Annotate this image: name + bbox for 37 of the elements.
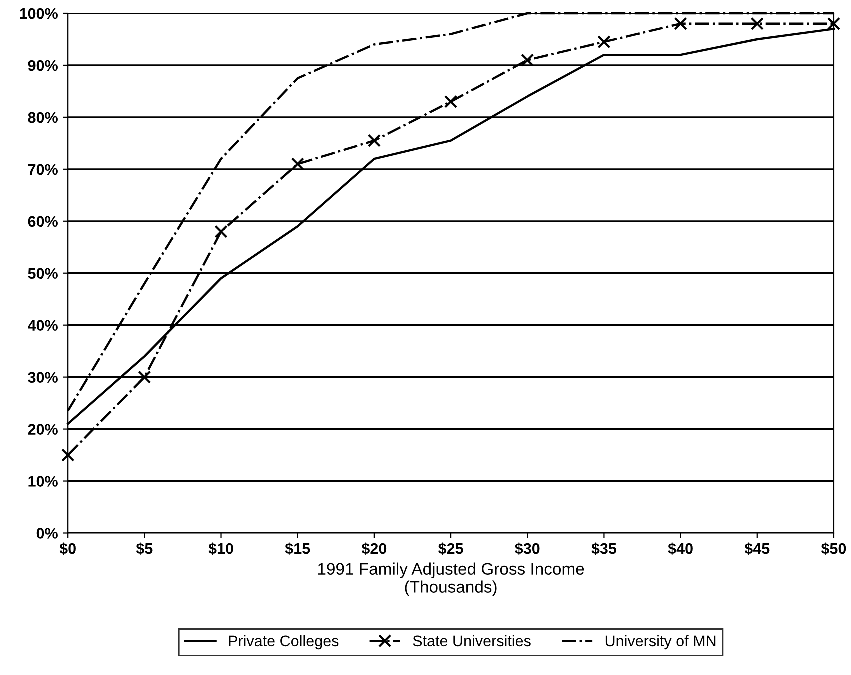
x-tick-label: $50: [821, 542, 846, 556]
point: [444, 95, 458, 108]
point: [750, 17, 764, 30]
point: [674, 17, 688, 30]
point: [521, 54, 534, 67]
y-tick-label: 80%: [28, 112, 58, 124]
x-tick-label: $5: [136, 542, 153, 556]
y-tick-label: 0%: [36, 528, 58, 539]
point: [368, 134, 382, 148]
y-tick-label: 70%: [28, 164, 58, 176]
y-tick-label: 10%: [28, 476, 58, 487]
y-tick-label: 90%: [28, 60, 58, 72]
y-tick-label: 20%: [28, 424, 58, 435]
legend-label: State Universities: [413, 635, 531, 647]
legend-label: University of MN: [606, 635, 716, 650]
y-tick-label: 40%: [28, 320, 58, 332]
x-tick-label: $25: [438, 542, 464, 556]
x-tick-label: $30: [515, 542, 540, 556]
x-tick-label: $40: [668, 542, 693, 556]
point: [598, 35, 611, 49]
x-axis-title: 1991 Family Adjusted Gross Income (Thousands): [318, 562, 584, 596]
point: [291, 158, 304, 171]
x-tick-label: $45: [744, 542, 770, 556]
point: [214, 225, 228, 238]
x-tick-label: $20: [362, 542, 387, 556]
x-tick-label: $35: [592, 542, 617, 556]
y-tick-label: 50%: [28, 268, 58, 280]
x-tick-label: $0: [60, 542, 76, 556]
point: [61, 448, 75, 462]
legend-label: Private Colleges: [229, 635, 339, 650]
y-tick-label: 100%: [20, 8, 58, 20]
y-tick-label: 30%: [28, 372, 58, 384]
point: [138, 370, 152, 384]
x-tick-label: $10: [208, 542, 234, 556]
y-tick-label: 60%: [28, 216, 58, 228]
point: [827, 17, 841, 30]
x-tick-label: $15: [285, 542, 310, 556]
